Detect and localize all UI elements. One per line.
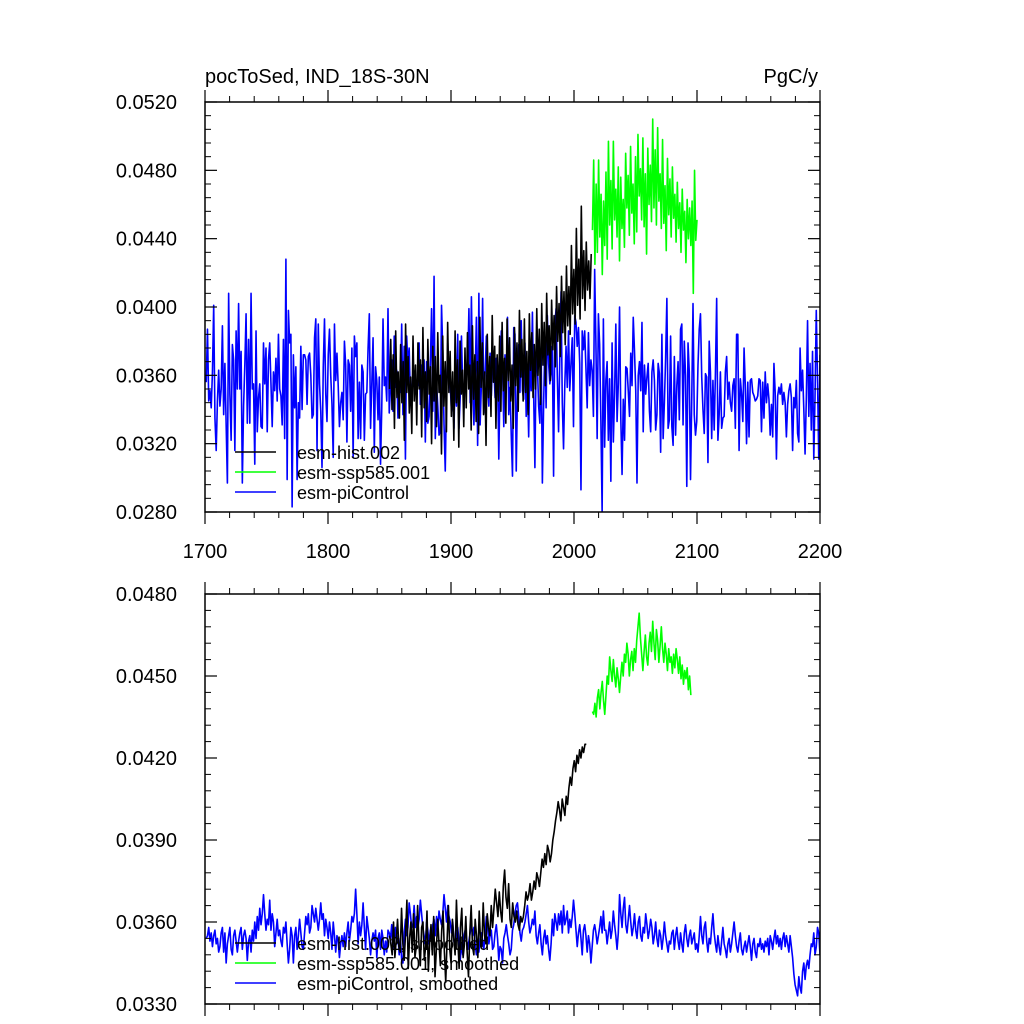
legend-label: esm-ssp585.001, smoothed: [297, 954, 519, 974]
y-tick-label: 0.0480: [116, 160, 177, 182]
legend-label: esm-hist.002, smoothed: [297, 934, 489, 954]
y-tick-label: 0.0420: [116, 748, 177, 770]
legend-label: esm-piControl, smoothed: [297, 974, 498, 994]
plot-frame: [204, 593, 821, 1005]
bottom-panel: 0.0330 0.0360 0.0390 0.0420 0.0450 0.0480 esm-…: [116, 582, 821, 1016]
legend-label: esm-hist.002: [297, 443, 400, 463]
y-tick-label: 0.0440: [116, 229, 177, 251]
y-tick-label: 0.0450: [116, 666, 177, 688]
y-tick-label: 0.0390: [116, 830, 177, 852]
x-tick-label: 2200: [798, 541, 843, 563]
y-tick-label: 0.0400: [116, 297, 177, 319]
series-line-esm-hist-002-smoothed: [388, 743, 587, 983]
x-tick-label: 2000: [552, 541, 597, 563]
series-line-esm-ssp585-001: [591, 118, 698, 295]
y-tick-label: 0.0520: [116, 92, 177, 114]
x-tick-label: 2100: [675, 541, 720, 563]
series-line-esm-hist-002: [388, 205, 593, 455]
y-tick-label: 0.0360: [116, 912, 177, 934]
legend-label: esm-ssp585.001: [297, 463, 430, 483]
y-tick-label: 0.0320: [116, 434, 177, 456]
x-tick-label: 1700: [183, 541, 228, 563]
chart-title: pocToSed, IND_18S-30N: [205, 66, 430, 88]
series-line-esm-ssp585-001-smoothed: [591, 612, 692, 718]
top-panel: 0.0280 0.0320 0.0360 0.0400 0.0440 0.0480 0.05…: [116, 66, 842, 563]
x-tick-label: 1900: [429, 541, 474, 563]
y-tick-label: 0.0330: [116, 994, 177, 1016]
units-label: PgC/y: [764, 66, 818, 88]
y-tick-label: 0.0280: [116, 502, 177, 524]
x-tick-label: 1800: [306, 541, 351, 563]
legend-label: esm-piControl: [297, 483, 409, 503]
y-tick-label: 0.0480: [116, 584, 177, 606]
series-line-esm-picontrol-smoothed: [205, 888, 820, 997]
y-tick-label: 0.0360: [116, 365, 177, 387]
